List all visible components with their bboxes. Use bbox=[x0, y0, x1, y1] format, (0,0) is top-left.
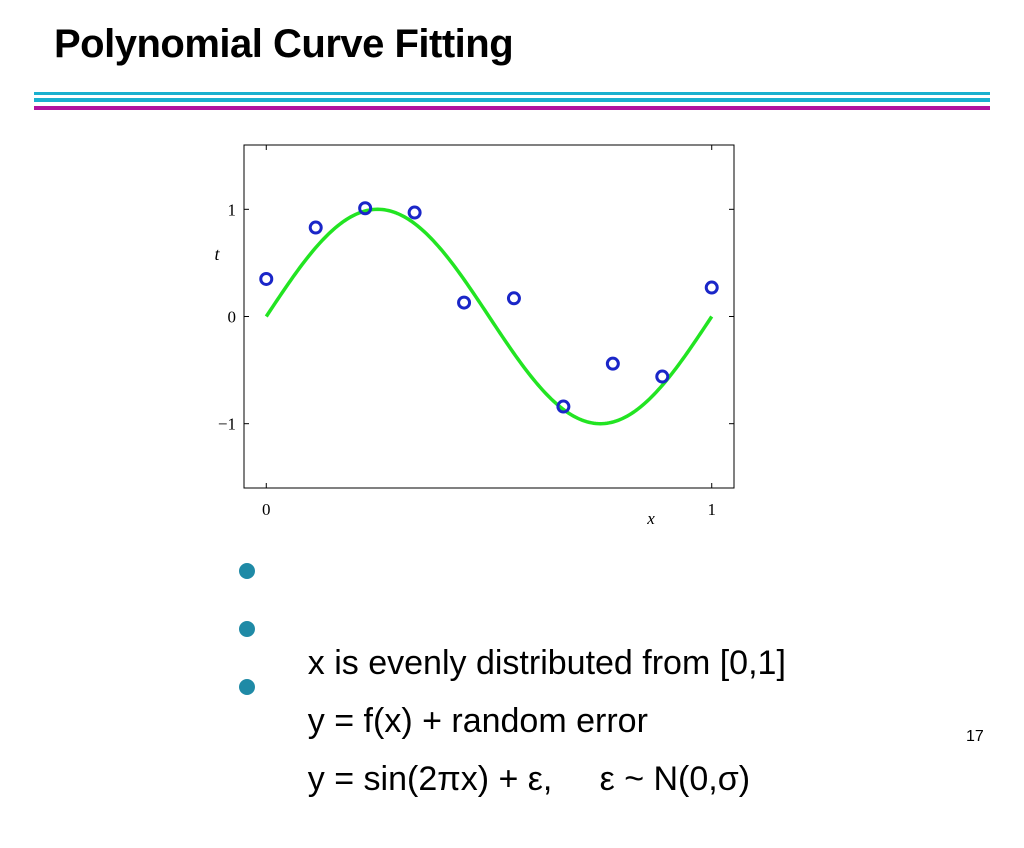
data-point bbox=[605, 356, 620, 371]
x-axis-label: x bbox=[646, 509, 655, 528]
data-point bbox=[358, 201, 373, 216]
axis-ticks bbox=[244, 145, 734, 488]
bullet-dot-icon bbox=[239, 679, 255, 695]
data-point bbox=[704, 280, 719, 295]
page-number: 17 bbox=[966, 728, 984, 745]
data-point bbox=[259, 271, 274, 286]
slide-title: Polynomial Curve Fitting bbox=[54, 22, 514, 66]
y-tick-label: 0 bbox=[228, 308, 237, 327]
title-rule-cyan-thick bbox=[34, 98, 990, 102]
y-tick-label: 1 bbox=[228, 200, 237, 219]
sine-curve-line bbox=[264, 207, 714, 426]
bullet-text: x is evenly distributed from [0,1] bbox=[307, 644, 786, 682]
bullet-item: y = sin(2πx) + ε, ε ~ N(0,σ) bbox=[236, 664, 786, 798]
bullet-item: x is evenly distributed from [0,1] bbox=[236, 548, 786, 682]
data-point bbox=[556, 399, 571, 414]
y-axis-label: t bbox=[214, 244, 220, 264]
data-point bbox=[506, 291, 521, 306]
bullet-dot-icon bbox=[239, 563, 255, 579]
data-point bbox=[457, 295, 472, 310]
title-rule-magenta bbox=[34, 106, 990, 110]
bullet-dot-icon bbox=[239, 621, 255, 637]
x-tick-label: 0 bbox=[262, 500, 271, 519]
y-tick-label: −1 bbox=[218, 415, 236, 434]
data-point bbox=[655, 369, 670, 384]
bullet-list: x is evenly distributed from [0,1] y = f… bbox=[236, 548, 786, 798]
axis-tick-labels: 0 1 −1 0 1 bbox=[218, 200, 716, 519]
data-points bbox=[259, 201, 719, 414]
curve-fitting-chart: 0 1 −1 0 1 x t bbox=[214, 144, 735, 528]
bullet-text: y = sin(2πx) + ε, ε ~ N(0,σ) bbox=[307, 760, 751, 798]
bullet-text: y = f(x) + random error bbox=[307, 702, 648, 740]
title-rule-cyan-thin bbox=[34, 92, 990, 95]
bullet-item: y = f(x) + random error bbox=[236, 606, 786, 740]
data-point bbox=[308, 220, 323, 235]
x-tick-label: 1 bbox=[707, 500, 716, 519]
data-point bbox=[407, 205, 422, 220]
